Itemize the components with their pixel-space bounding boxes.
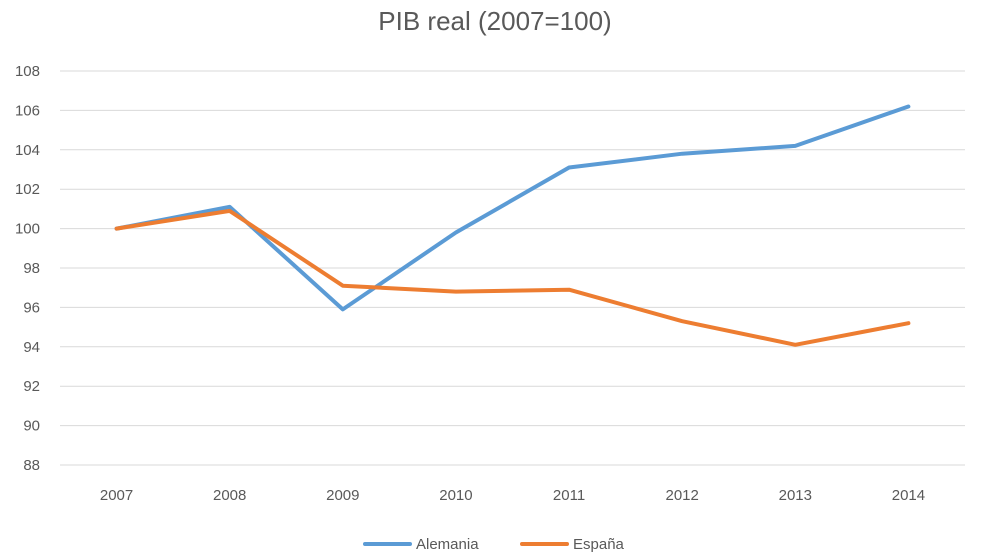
y-tick-label: 106	[15, 102, 40, 119]
y-tick-label: 92	[23, 378, 40, 395]
y-tick-label: 100	[15, 221, 40, 238]
grid	[60, 70, 965, 466]
x-tick-label: 2007	[100, 487, 133, 504]
y-tick-label: 90	[23, 418, 40, 435]
series-lines	[114, 104, 911, 347]
legend: Alemania España	[363, 536, 625, 553]
y-tick-label: 94	[23, 339, 40, 356]
y-tick-label: 108	[15, 63, 40, 80]
x-tick-label: 2010	[439, 487, 472, 504]
chart-title: PIB real (2007=100)	[378, 6, 611, 36]
series-line-1	[114, 208, 911, 347]
legend-label: España	[573, 536, 625, 553]
x-tick-label: 2009	[326, 487, 359, 504]
x-tick-label: 2014	[892, 487, 925, 504]
x-axis-ticks: 2007 2008 2009 2010 2011 2012 2013 2014	[100, 487, 925, 504]
y-tick-label: 104	[15, 142, 40, 159]
x-tick-label: 2011	[553, 487, 585, 504]
y-tick-label: 102	[15, 181, 40, 198]
legend-label: Alemania	[416, 536, 479, 553]
y-tick-label: 96	[23, 299, 40, 316]
y-tick-label: 98	[23, 260, 40, 277]
x-tick-label: 2008	[213, 487, 246, 504]
y-tick-label: 88	[23, 457, 40, 474]
x-tick-label: 2012	[666, 487, 699, 504]
x-tick-label: 2013	[779, 487, 812, 504]
y-axis-ticks: 88 90 92 94 96 98 100 102 104 106 108	[15, 63, 40, 474]
series-line-0	[114, 104, 911, 312]
